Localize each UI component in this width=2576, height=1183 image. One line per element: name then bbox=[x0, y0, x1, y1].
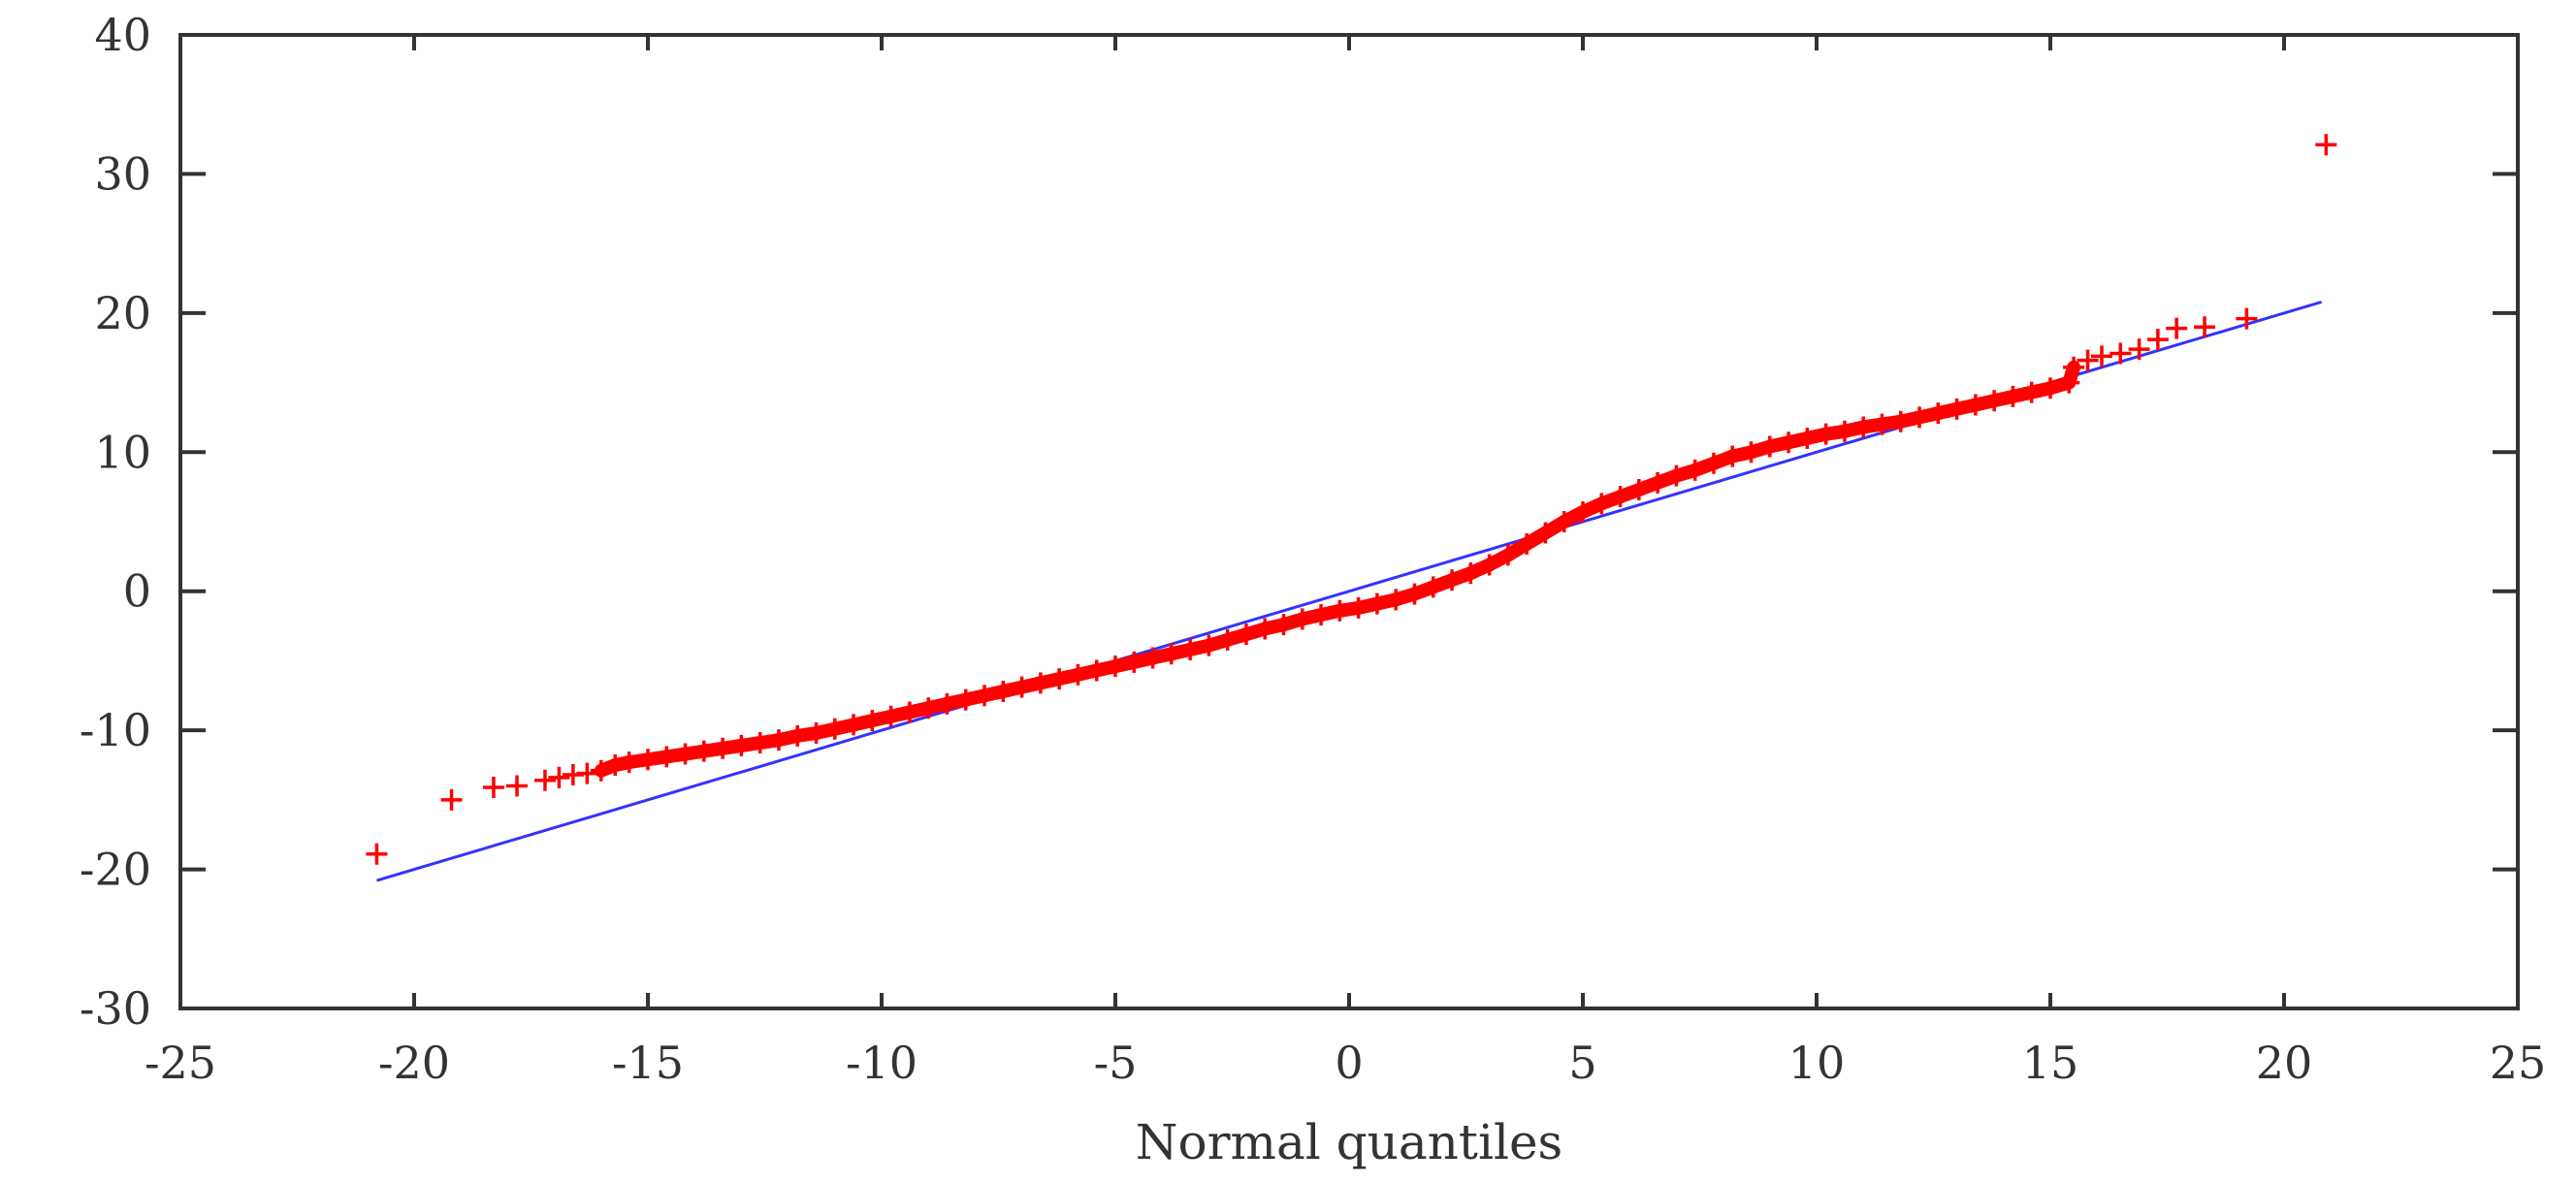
y-tick-label: 0 bbox=[123, 565, 151, 618]
x-tick-label: -10 bbox=[846, 1037, 918, 1089]
x-tick-label: 25 bbox=[2490, 1037, 2547, 1089]
x-tick-label: 5 bbox=[1568, 1037, 1596, 1089]
data-point-band bbox=[2062, 360, 2081, 390]
data-point bbox=[2077, 349, 2099, 371]
x-tick-label: 10 bbox=[1788, 1037, 1846, 1089]
x-tick-labels: -25 -20 -15 -10 -5 0 5 10 15 20 25 bbox=[145, 1037, 2546, 1089]
x-tick-label: -5 bbox=[1094, 1037, 1138, 1089]
x-tick-label: 0 bbox=[1335, 1037, 1363, 1089]
y-tick-label: 20 bbox=[94, 287, 151, 339]
data-point bbox=[2166, 317, 2188, 339]
y-tick-labels: -30 -20 -10 0 10 20 30 40 bbox=[80, 9, 151, 1035]
x-tick-label: -15 bbox=[612, 1037, 684, 1089]
data-point bbox=[2194, 316, 2216, 338]
x-tick-label: 15 bbox=[2022, 1037, 2079, 1089]
tick-marks bbox=[178, 33, 2520, 1010]
plot-frame bbox=[178, 33, 2520, 1010]
data-point bbox=[2128, 338, 2150, 361]
data-point bbox=[366, 843, 388, 865]
y-tick-label: 10 bbox=[94, 426, 151, 478]
y-tick-label: 40 bbox=[94, 9, 151, 61]
data-point bbox=[440, 788, 463, 811]
data-points-group bbox=[366, 134, 2337, 865]
data-point bbox=[2236, 307, 2258, 330]
x-tick-label: -20 bbox=[378, 1037, 450, 1089]
data-point bbox=[576, 762, 598, 784]
x-tick-label: 20 bbox=[2256, 1037, 2313, 1089]
x-tick-label: -25 bbox=[145, 1037, 216, 1089]
y-tick-label: 30 bbox=[94, 147, 151, 200]
data-point bbox=[506, 775, 529, 797]
y-tick-label: -10 bbox=[80, 704, 151, 756]
data-point bbox=[2091, 345, 2113, 368]
y-tick-label: -30 bbox=[80, 982, 151, 1035]
data-point bbox=[2146, 329, 2169, 351]
data-point bbox=[548, 766, 570, 788]
data-point bbox=[2109, 342, 2132, 365]
data-point bbox=[533, 769, 556, 791]
x-axis-label: Normal quantiles bbox=[1136, 1114, 1562, 1170]
y-tick-label: -20 bbox=[80, 844, 151, 896]
data-point bbox=[482, 776, 504, 798]
data-point bbox=[2315, 134, 2337, 156]
